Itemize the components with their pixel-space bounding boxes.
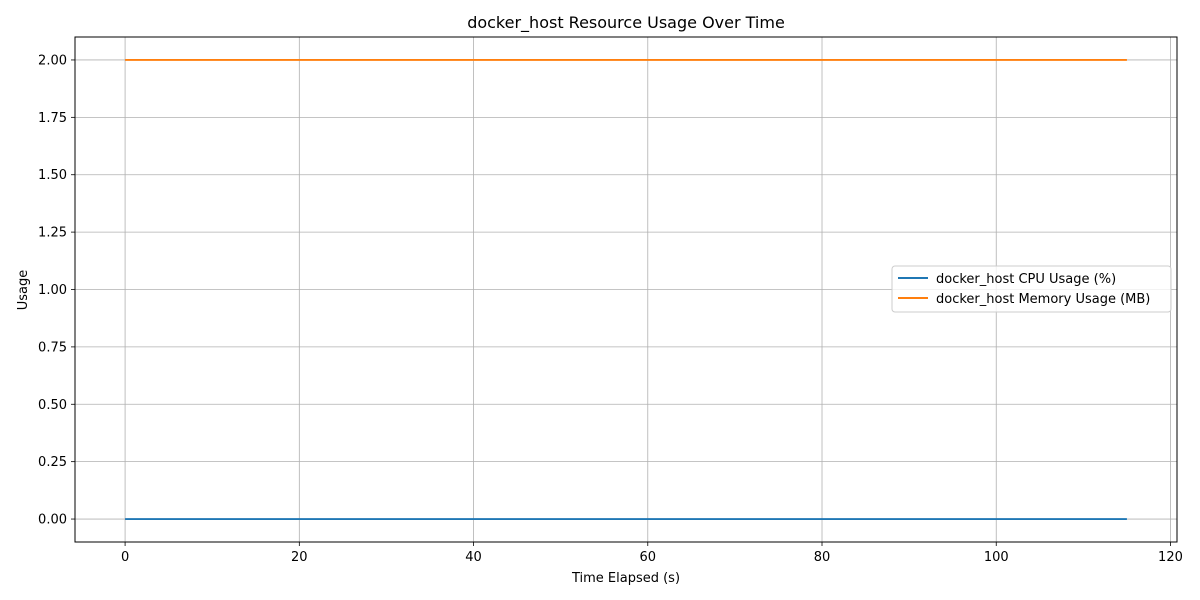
y-tick-label: 2.00 [38, 53, 67, 68]
x-tick-label: 120 [1158, 550, 1183, 565]
y-tick-label: 1.50 [38, 168, 67, 183]
y-tick-label: 0.75 [38, 340, 67, 355]
x-tick-label: 0 [121, 550, 129, 565]
legend-label-cpu: docker_host CPU Usage (%) [936, 272, 1116, 287]
x-tick-label: 80 [814, 550, 831, 565]
y-tick-label: 1.00 [38, 283, 67, 298]
axis-ticks: 0 20 40 60 80 100 120 0.00 0.25 0.50 0.75 1.00 1.25 1… [38, 53, 1183, 565]
x-tick-label: 60 [640, 550, 657, 565]
y-tick-label: 0.25 [38, 455, 67, 470]
x-axis-label: Time Elapsed (s) [571, 571, 680, 586]
legend: docker_host CPU Usage (%) docker_host Me… [891, 265, 1172, 313]
x-tick-label: 20 [291, 550, 308, 565]
y-tick-label: 0.00 [38, 513, 67, 528]
chart-title: docker_host Resource Usage Over Time [467, 13, 785, 33]
legend-label-memory: docker_host Memory Usage (MB) [936, 292, 1150, 307]
y-axis-label: Usage [16, 270, 31, 311]
y-tick-label: 0.50 [38, 398, 67, 413]
x-tick-label: 40 [465, 550, 482, 565]
y-tick-label: 1.75 [38, 111, 67, 126]
series-lines [125, 59, 1127, 520]
legend-box [891, 265, 1172, 313]
y-tick-label: 1.25 [38, 226, 67, 241]
x-tick-label: 100 [984, 550, 1009, 565]
